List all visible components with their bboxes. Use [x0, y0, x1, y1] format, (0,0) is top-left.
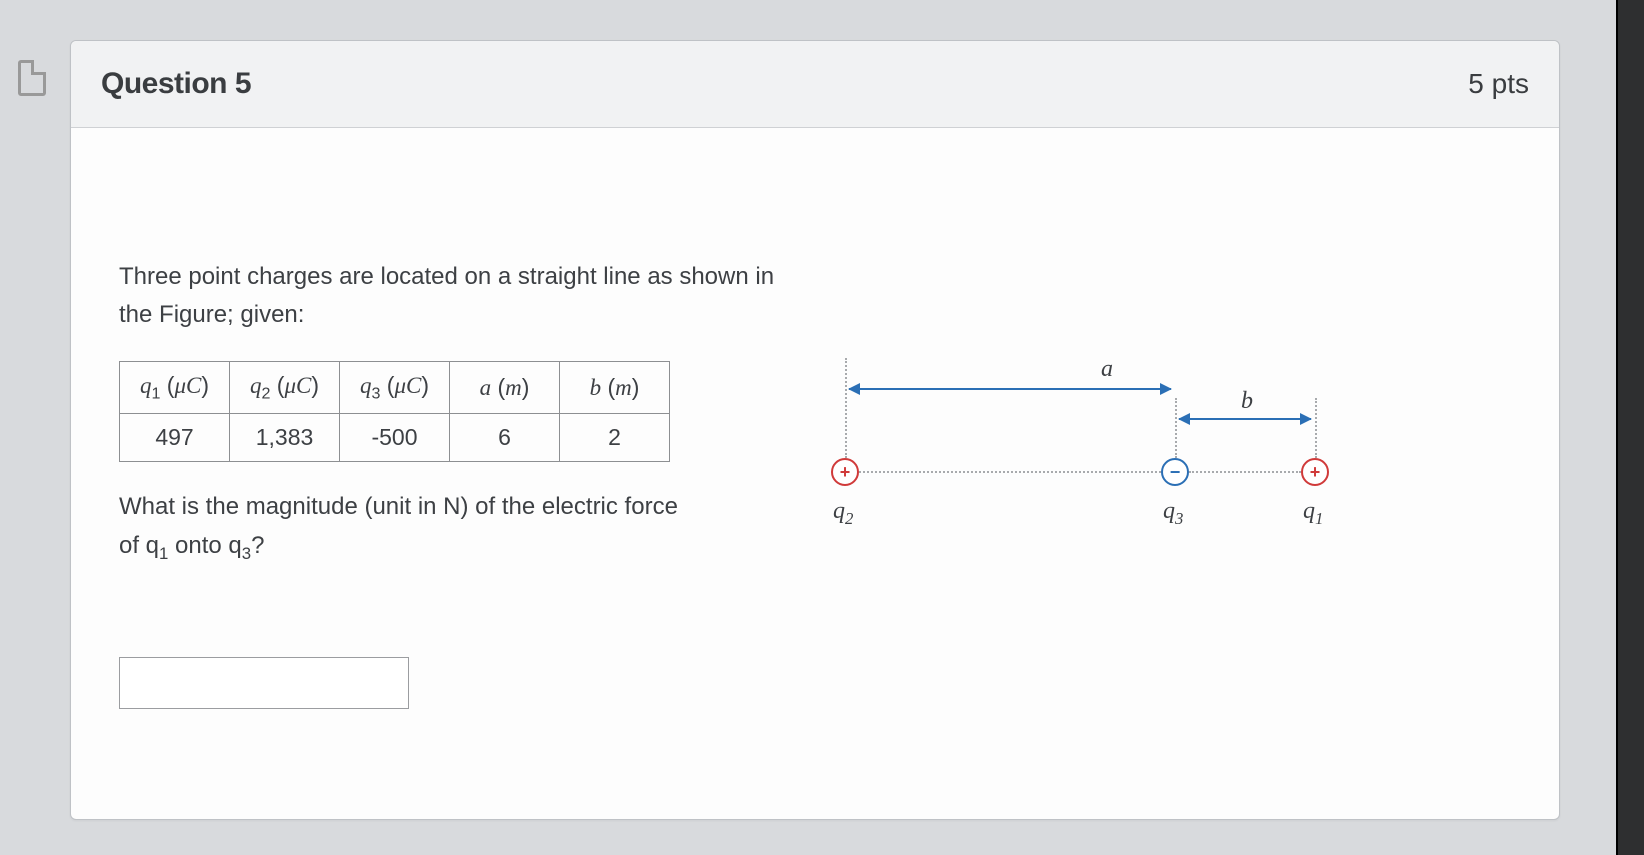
prompt-text: Three point charges are located on a str…: [119, 258, 791, 335]
col-q3: q3 (μC): [340, 361, 450, 414]
baseline-2: [1189, 471, 1301, 473]
monitor-bezel: [1616, 0, 1644, 855]
question-points: 5 pts: [1468, 68, 1529, 100]
right-column: a b + − + q2 q3 q1: [791, 128, 1559, 709]
dim-label-a: a: [1101, 356, 1113, 383]
val-q3: -500: [340, 414, 450, 462]
question-card: Question 5 5 pts Three point charges are…: [70, 40, 1560, 820]
col-a: a (m): [450, 361, 560, 414]
data-table: q1 (μC) q2 (μC) q3 (μC) a (m) b (m) 497 …: [119, 361, 670, 463]
charge-figure: a b + − + q2 q3 q1: [831, 348, 1371, 548]
document-icon: [18, 60, 46, 96]
dim-line-a: [849, 388, 1171, 390]
val-a: 6: [450, 414, 560, 462]
dim-line-b: [1179, 418, 1311, 420]
baseline-1: [859, 471, 1161, 473]
table-header-row: q1 (μC) q2 (μC) q3 (μC) a (m) b (m): [120, 361, 670, 414]
val-q2: 1,383: [230, 414, 340, 462]
dim-label-b: b: [1241, 388, 1253, 415]
label-q2: q2: [833, 498, 853, 529]
charge-q1: +: [1301, 458, 1329, 486]
charge-q2: +: [831, 458, 859, 486]
question-title: Question 5: [101, 67, 251, 101]
dim-extent-q2: [845, 358, 847, 458]
label-q3: q3: [1163, 498, 1183, 529]
val-q1: 497: [120, 414, 230, 462]
dim-extent-q3: [1175, 398, 1177, 458]
charge-q3: −: [1161, 458, 1189, 486]
left-column: Three point charges are located on a str…: [71, 128, 791, 709]
question-line-1: What is the magnitude (unit in N) of the…: [119, 493, 678, 520]
question-body: Three point charges are located on a str…: [71, 128, 1559, 709]
col-b: b (m): [560, 361, 670, 414]
answer-input[interactable]: [119, 657, 409, 709]
question-header: Question 5 5 pts: [71, 41, 1559, 128]
col-q2: q2 (μC): [230, 361, 340, 414]
table-data-row: 497 1,383 -500 6 2: [120, 414, 670, 462]
col-q1: q1 (μC): [120, 361, 230, 414]
val-b: 2: [560, 414, 670, 462]
question-text: What is the magnitude (unit in N) of the…: [119, 488, 791, 567]
label-q1: q1: [1303, 498, 1323, 529]
dim-extent-q1: [1315, 398, 1317, 458]
